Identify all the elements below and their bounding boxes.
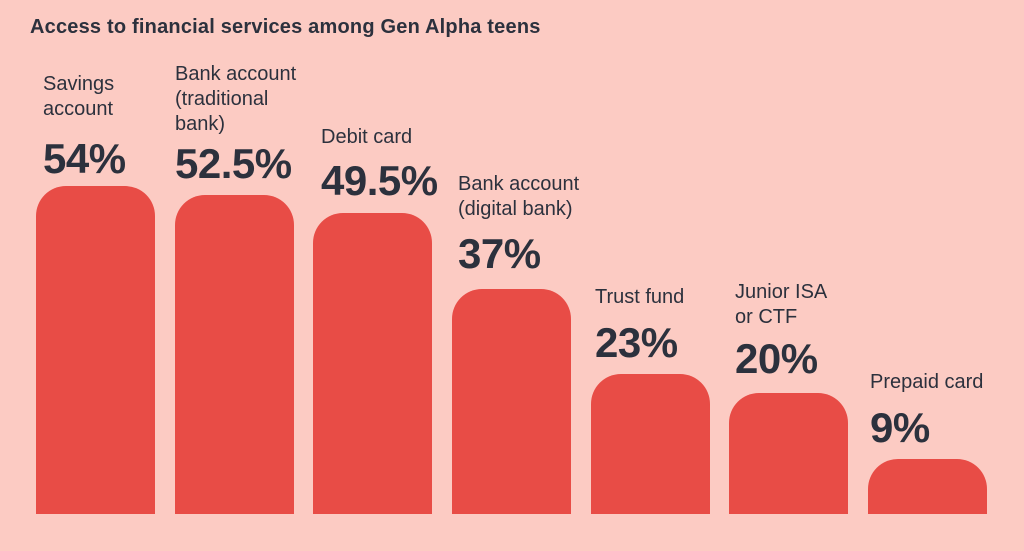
bar-value-5: 23% [595,319,678,366]
bar-1 [36,186,155,514]
bar-7 [868,459,987,514]
bar-2 [175,195,294,514]
bar-6 [729,393,848,514]
bar-label-2: Bank account (traditional bank) [175,63,297,135]
bar-value-3: 49.5% [321,157,438,204]
bar-value-4: 37% [458,230,541,277]
bar-value-2: 52.5% [175,140,292,187]
bar-4 [452,289,571,514]
bar-value-6: 20% [735,335,818,382]
bar-5 [591,374,710,514]
bar-label-7: Prepaid card [870,371,984,393]
bar-label-3: Debit card [321,126,413,148]
bar-3 [313,213,432,514]
bar-label-5: Trust fund [595,286,685,308]
bar-label-4: Bank account (digital bank) [458,173,580,220]
bar-value-7: 9% [870,404,930,451]
chart-title: Access to financial services among Gen A… [30,16,541,38]
bar-value-1: 54% [43,135,126,182]
bar-label-6: Junior ISA or CTF [735,281,828,328]
bar-label-1: Savings account [43,73,115,120]
